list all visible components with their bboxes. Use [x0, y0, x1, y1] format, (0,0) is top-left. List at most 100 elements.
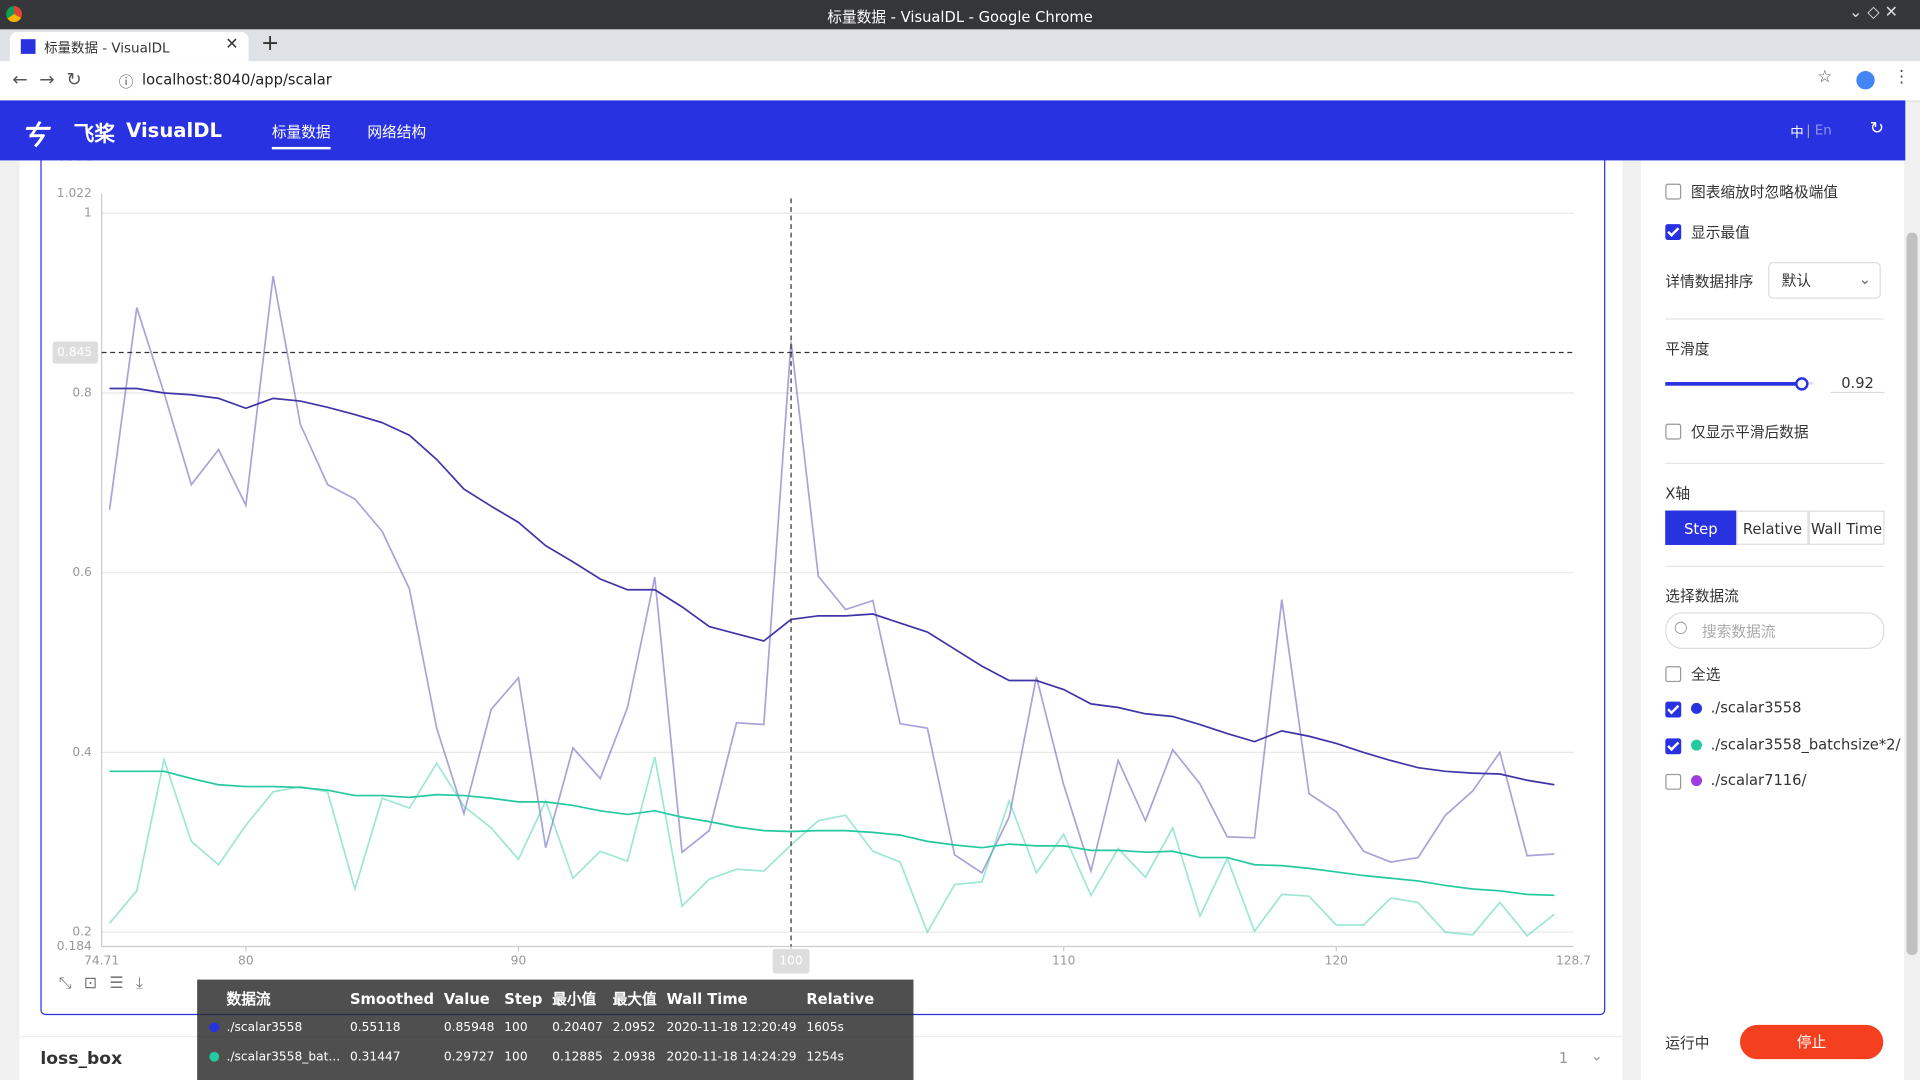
nav-item-active[interactable]: 标量数据 [271, 121, 331, 150]
cell: 0.85948 [443, 1021, 495, 1035]
smoothing-value[interactable]: 0.92 [1830, 375, 1885, 394]
x-tick-label: 90 [511, 954, 527, 968]
header-cell: Wall Time [666, 990, 748, 1008]
x-tick-label: 80 [238, 954, 254, 968]
x-limit-label: 128.7 [1556, 954, 1591, 968]
refresh[interactable]: ↻ [1869, 118, 1885, 139]
title-bar: 标量数据 - VisualDL - Google Chrome ⌄ ◇ ✕ [0, 0, 1920, 30]
search-icon: ○ [1673, 618, 1688, 637]
bookmark[interactable]: ☆ [1817, 67, 1833, 87]
select-all[interactable]: 全选 [1691, 666, 1721, 684]
run-dot [1691, 738, 1703, 750]
crosshair-y-box [52, 341, 98, 364]
menu[interactable]: ⋮ [1893, 67, 1911, 87]
tab-strip: 标量数据 - VisualDL ✕ + [0, 29, 1920, 62]
tooltip-header: 数据流 Smoothed Value Step 最小值 最大值 Wall Time Relat… [222, 984, 879, 1013]
x-axis-option[interactable]: Wall Time [1808, 510, 1885, 545]
sidebar [1640, 160, 1905, 1080]
cell: 100 [504, 1050, 528, 1065]
checkbox[interactable] [1665, 701, 1682, 718]
crosshair-x-label: 100 [779, 954, 802, 968]
cell: 0.31447 [349, 1050, 401, 1065]
divider [1665, 318, 1885, 320]
scrollbar[interactable] [1906, 232, 1918, 956]
x-axis-option[interactable]: Step [1665, 510, 1737, 545]
slider-track [1665, 382, 1802, 386]
nav-buttons[interactable]: ← → ↻ [12, 68, 82, 91]
nav-item[interactable]: 网络结构 [367, 123, 427, 141]
divider [1665, 565, 1885, 567]
slider-handle[interactable] [1795, 377, 1809, 391]
checkbox[interactable] [1665, 773, 1682, 790]
header-cell: Relative [806, 990, 875, 1008]
y-tick-label: 0.4 [72, 745, 92, 759]
select-arrow: ⌄ [1858, 270, 1872, 288]
url[interactable]: localhost:8040/app/scalar [142, 71, 332, 89]
y-tick-label: 0.6 [72, 565, 92, 579]
cell: 0.29727 [443, 1050, 495, 1065]
new-tab[interactable]: + [260, 30, 280, 57]
cell: 2.0952 [612, 1021, 656, 1035]
card-count: 1 [1558, 1049, 1569, 1067]
run-name[interactable]: ./scalar7116/ [1710, 771, 1807, 789]
x-axis-label: X轴 [1665, 484, 1691, 503]
sort-label: 详情数据排序 [1665, 273, 1754, 291]
lang-en[interactable]: En [1814, 122, 1832, 139]
checkbox[interactable] [1665, 183, 1682, 200]
series-dot [209, 1051, 220, 1062]
cell: 2020-11-18 12:20:49 [666, 1021, 797, 1035]
tooltip-row: ./scalar3558_bat... 0.31447 0.29727 100 0.12… [222, 1043, 879, 1072]
checkbox-label[interactable]: 显示最值 [1691, 224, 1750, 242]
nav-bar: ㄘ 飞桨 VisualDL 标量数据 网络结构 中 | En ↻ [0, 100, 1906, 161]
smoothed-line [109, 387, 1555, 786]
run-name[interactable]: ./scalar3558_batchsize*2/ [1710, 735, 1901, 753]
stop-button[interactable]: 停止 [1740, 1024, 1884, 1060]
x-tick-label: 120 [1325, 954, 1348, 968]
cell: 100 [504, 1021, 528, 1035]
cell: 0.20407 [552, 1021, 603, 1035]
favicon [20, 39, 36, 54]
cell: 0.12885 [552, 1050, 603, 1065]
run-name[interactable]: ./scalar3558 [1710, 699, 1802, 717]
lang-zh[interactable]: 中 [1790, 124, 1804, 141]
header-cell: 数据流 [226, 990, 271, 1008]
tab-close[interactable]: ✕ [225, 35, 239, 54]
y-tick-label: 1 [84, 206, 92, 220]
cell: ./scalar3558_bat... [226, 1050, 341, 1065]
tooltip: 数据流 Smoothed Value Step 最小值 最大值 Wall Time Relat… [197, 979, 914, 1080]
crosshair-y-label: 0.845 [57, 345, 92, 359]
chart-tools[interactable]: ⤡⊡☰⤓ [58, 974, 156, 994]
cell: 2020-11-18 14:24:29 [666, 1050, 797, 1065]
toolbar: ← → ↻ ⓘ localhost:8040/app/scalar ☆ ⋮ [0, 61, 1920, 102]
header-cell: 最大值 [612, 990, 657, 1008]
checkbox[interactable] [1665, 737, 1682, 754]
profile[interactable] [1856, 71, 1875, 90]
checkbox[interactable] [1665, 224, 1682, 240]
info-icon[interactable]: ⓘ [118, 73, 134, 91]
sort-select[interactable]: 默认 [1768, 262, 1881, 299]
checkbox-label[interactable]: 仅显示平滑后数据 [1691, 423, 1809, 441]
runs-label: 选择数据流 [1665, 587, 1739, 605]
raw-line [108, 275, 1555, 875]
checkbox-label[interactable]: 图表缩放时忽略极端值 [1691, 183, 1838, 201]
checkbox[interactable] [1665, 423, 1682, 440]
smoothing-label: 平滑度 [1665, 340, 1710, 358]
search-box[interactable] [1665, 612, 1885, 649]
search-placeholder: 搜索数据流 [1702, 623, 1776, 641]
run-dot [1691, 775, 1703, 787]
expand-icon[interactable]: ⌄ [1590, 1046, 1603, 1065]
cell: ./scalar3558 [226, 1021, 303, 1035]
y-limit-label: 0.184 [57, 939, 92, 953]
cell: 1605s [806, 1021, 844, 1035]
window-controls[interactable]: ⌄ ◇ ✕ [1848, 3, 1899, 23]
status: 运行中 [1665, 1034, 1710, 1052]
cell: 1254s [806, 1050, 844, 1065]
tab[interactable]: 标量数据 - VisualDL ✕ [9, 31, 249, 62]
logo-mark: ㄘ [20, 121, 48, 152]
series-dot [209, 1022, 220, 1033]
header-cell: Smoothed [349, 990, 435, 1008]
y-limit-label: 1.022 [57, 186, 92, 200]
brand: VisualDL [126, 118, 222, 143]
checkbox[interactable] [1665, 666, 1682, 683]
x-axis-option[interactable]: Relative [1736, 510, 1809, 545]
